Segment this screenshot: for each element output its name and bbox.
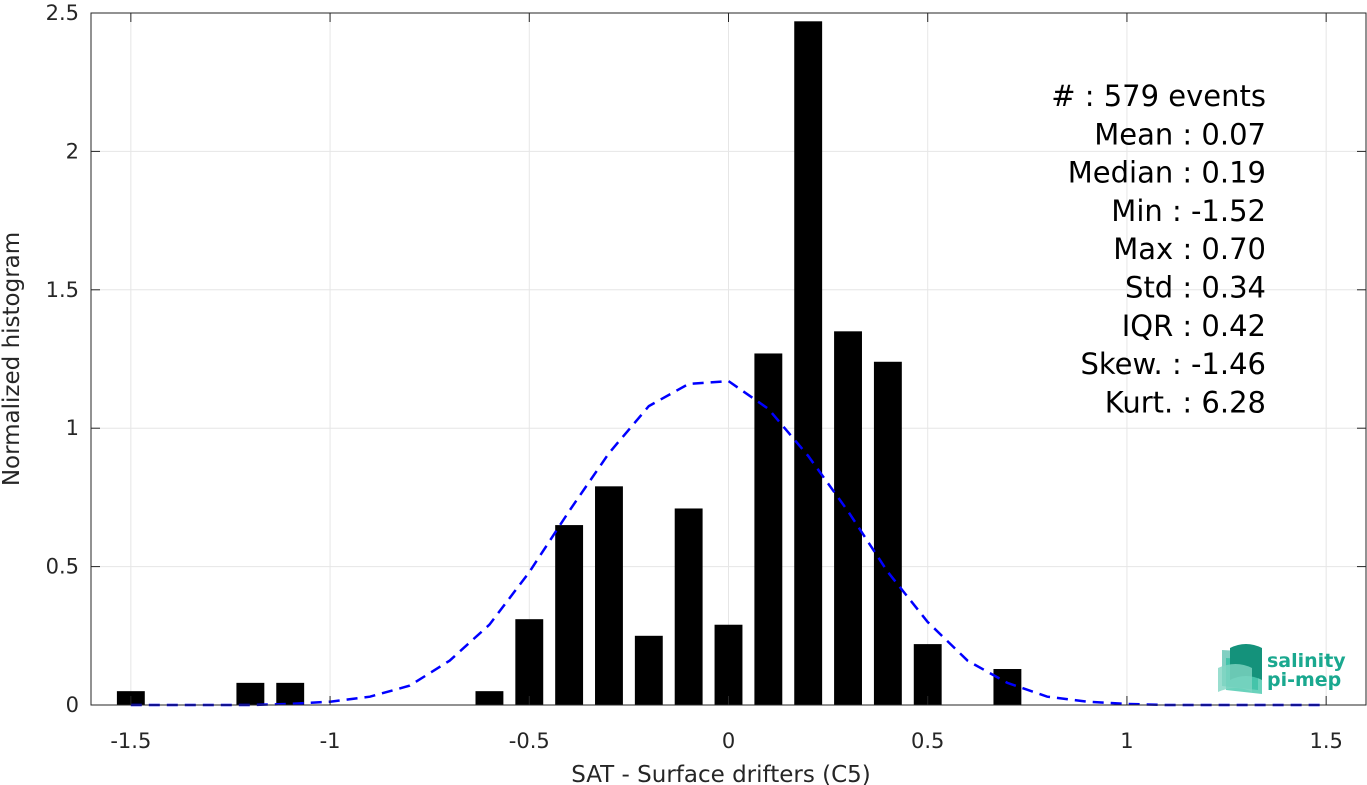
histogram-bar [834,331,862,705]
histogram-bar [475,691,504,705]
y-tick-label: 0.5 [46,555,79,579]
y-tick-label: 1 [66,416,79,440]
statistics-line: Std : 0.34 [1125,271,1266,305]
histogram-bar [515,619,544,705]
statistics-line: Skew. : -1.46 [1080,347,1266,381]
histogram-bar [276,682,305,705]
histogram-bar [913,644,942,705]
wave-logo-icon [1218,644,1262,694]
x-tick-label: 1 [1120,729,1133,753]
statistics-line: Mean : 0.07 [1094,117,1266,151]
x-tick-label: -0.5 [509,729,550,753]
histogram-bar [595,486,623,705]
logo-text-salinity: salinity [1267,650,1346,672]
histogram-bar [714,624,743,705]
y-tick-label: 2.5 [46,1,79,25]
x-axis-label: SAT - Surface drifters (C5) [571,762,871,785]
salinity-pi-mep-logo: salinity pi-mep [1218,644,1346,694]
axis-ticks [91,12,1366,706]
x-tick-label: 1.5 [1309,729,1342,753]
histogram-bar [754,353,783,705]
y-tick-label: 1.5 [46,278,79,302]
statistics-line: Max : 0.70 [1113,232,1266,266]
tick-labels: -1.5 -1 -0.5 0 0.5 1 1.5 0 0.5 1 1.5 2 2.5 [46,1,1343,753]
statistics-line: Kurt. : 6.28 [1105,385,1266,419]
y-tick-label: 2 [66,139,79,163]
x-tick-label: 0 [722,729,735,753]
histogram-bar [873,361,902,705]
histogram-bar [674,508,703,705]
histogram-bar [634,635,663,705]
statistics-annotation: # : 579 events Mean : 0.07 Median : 0.19 Mi… [1051,79,1266,419]
histogram-bar [794,21,823,705]
x-tick-label: 0.5 [911,729,944,753]
bars [116,21,1022,705]
statistics-line: # : 579 events [1051,79,1266,113]
statistics-line: Min : -1.52 [1111,194,1266,228]
histogram-bar [993,669,1022,705]
histogram-bar [555,525,584,705]
histogram-bar [236,682,265,705]
x-tick-label: -1 [320,729,341,753]
y-tick-label: 0 [66,693,79,717]
logo-text-pi-mep: pi-mep [1267,669,1341,691]
statistics-line: IQR : 0.42 [1122,309,1266,343]
statistics-line: Median : 0.19 [1068,156,1266,190]
x-tick-label: -1.5 [110,729,151,753]
y-axis-label: Normalized histogram [0,232,25,486]
